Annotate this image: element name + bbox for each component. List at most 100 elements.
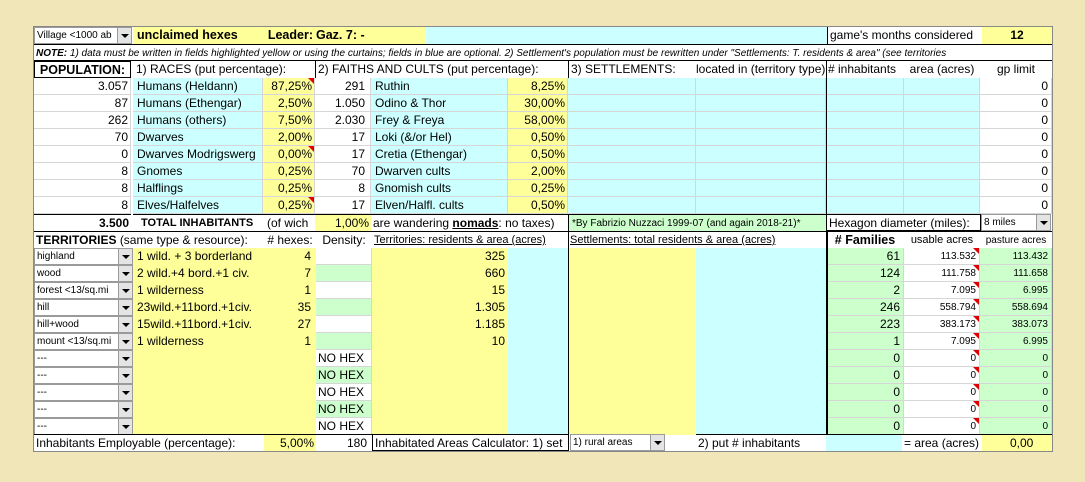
faith-percentage[interactable]: 8,25% [508,78,568,95]
territory-density[interactable]: NO HEX [316,384,372,401]
territory-description[interactable] [133,367,264,384]
settlement-total-residents[interactable] [569,350,696,367]
territory-description[interactable] [133,401,264,418]
territory-type-dropdown[interactable]: --- [34,350,133,367]
chevron-down-icon[interactable] [118,249,132,264]
settlement-total-area[interactable] [696,401,826,418]
territory-residents[interactable] [372,384,508,401]
settlement-name[interactable] [568,180,696,197]
chevron-down-icon[interactable] [118,300,132,315]
comment-marker-icon[interactable] [973,333,979,339]
settlement-total-area[interactable] [696,384,826,401]
chevron-down-icon[interactable] [118,283,132,298]
territory-area[interactable] [508,384,568,401]
hexagon-diameter-dropdown[interactable]: 8 miles [981,214,1051,231]
territory-density[interactable]: NO HEX [316,418,372,435]
territory-area[interactable] [508,418,568,435]
settlement-inhabitants[interactable] [826,129,904,146]
settlement-total-residents[interactable] [569,248,696,265]
settlement-location[interactable] [696,129,826,146]
territory-type-dropdown[interactable]: --- [34,401,133,418]
comment-marker-icon[interactable] [973,282,979,288]
settlement-inhabitants[interactable] [826,78,904,95]
settlement-area[interactable] [904,78,980,95]
settlement-total-area[interactable] [696,282,826,299]
comment-marker-icon[interactable] [973,299,979,305]
faith-percentage[interactable]: 0,50% [508,146,568,163]
territory-residents[interactable]: 15 [372,282,508,299]
territory-hexes[interactable] [264,418,316,435]
settlement-total-residents[interactable] [569,316,696,333]
settlement-total-area[interactable] [696,333,826,350]
race-percentage[interactable]: 0,25% [263,180,315,197]
territory-density[interactable]: NO HEX [316,401,372,418]
race-percentage[interactable]: 0,25% [263,163,315,180]
territory-area[interactable] [508,316,568,333]
chevron-down-icon[interactable] [1036,215,1050,230]
settlement-total-residents[interactable] [569,367,696,384]
settlement-name[interactable] [568,95,696,112]
faith-percentage[interactable]: 2,00% [508,163,568,180]
settlement-total-residents[interactable] [569,265,696,282]
settlement-name[interactable] [568,112,696,129]
settlement-total-area[interactable] [696,367,826,384]
settlement-inhabitants[interactable] [826,112,904,129]
race-percentage[interactable]: 0,25% [263,197,315,214]
territory-density[interactable] [316,299,372,316]
territory-description[interactable]: 1 wilderness [133,282,264,299]
chevron-down-icon[interactable] [118,351,132,366]
chevron-down-icon[interactable] [118,317,132,332]
area-type-dropdown[interactable]: 1) rural areas [570,434,665,451]
settlement-inhabitants[interactable] [826,197,904,214]
settlement-name[interactable] [568,146,696,163]
settlement-total-area[interactable] [696,299,826,316]
comment-marker-icon[interactable] [973,316,979,322]
race-percentage[interactable]: 7,50% [263,112,315,129]
territory-type-dropdown[interactable]: mount <13/sq.mi [34,333,133,350]
territory-density[interactable] [316,333,372,350]
village-size-dropdown[interactable]: Village <1000 ab [34,27,132,44]
territory-area[interactable] [508,299,568,316]
chevron-down-icon[interactable] [118,419,132,434]
chevron-down-icon[interactable] [118,266,132,281]
territory-residents[interactable]: 325 [372,248,508,265]
territory-density[interactable]: NO HEX [316,350,372,367]
settlement-location[interactable] [696,112,826,129]
settlement-name[interactable] [568,129,696,146]
territory-description[interactable]: 23wild.+11bord.+1civ. [133,299,264,316]
settlement-total-residents[interactable] [569,384,696,401]
faith-percentage[interactable]: 0,25% [508,180,568,197]
territory-area[interactable] [508,401,568,418]
territory-residents[interactable] [372,367,508,384]
settlement-area[interactable] [904,163,980,180]
territory-type-dropdown[interactable]: hill+wood [34,316,133,333]
territory-hexes[interactable]: 35 [264,299,316,316]
employable-percentage[interactable]: 5,00% [264,434,316,451]
territory-type-dropdown[interactable]: --- [34,367,133,384]
settlement-area[interactable] [904,197,980,214]
comment-marker-icon[interactable] [973,265,979,271]
settlement-area[interactable] [904,95,980,112]
territory-residents[interactable]: 10 [372,333,508,350]
territory-type-dropdown[interactable]: --- [34,384,133,401]
race-percentage[interactable]: 0,00% [263,146,315,163]
territory-description[interactable]: 1 wilderness [133,333,264,350]
territory-residents[interactable]: 1.185 [372,316,508,333]
faith-percentage[interactable]: 0,50% [508,197,568,214]
nomad-percentage[interactable]: 1,00% [315,214,371,231]
territory-density[interactable] [316,265,372,282]
settlement-area[interactable] [904,180,980,197]
settlement-area[interactable] [904,129,980,146]
settlement-inhabitants[interactable] [826,163,904,180]
territory-hexes[interactable]: 7 [264,265,316,282]
settlement-inhabitants[interactable] [826,146,904,163]
faith-percentage[interactable]: 58,00% [508,112,568,129]
territory-hexes[interactable] [264,350,316,367]
territory-type-dropdown[interactable]: forest <13/sq.mi [34,282,133,299]
header-optional-cell[interactable] [426,27,827,44]
chevron-down-icon[interactable] [118,368,132,383]
territory-hexes[interactable]: 1 [264,333,316,350]
settlement-location[interactable] [696,95,826,112]
comment-marker-icon[interactable] [308,197,314,203]
inhabitants-input[interactable] [826,434,902,451]
